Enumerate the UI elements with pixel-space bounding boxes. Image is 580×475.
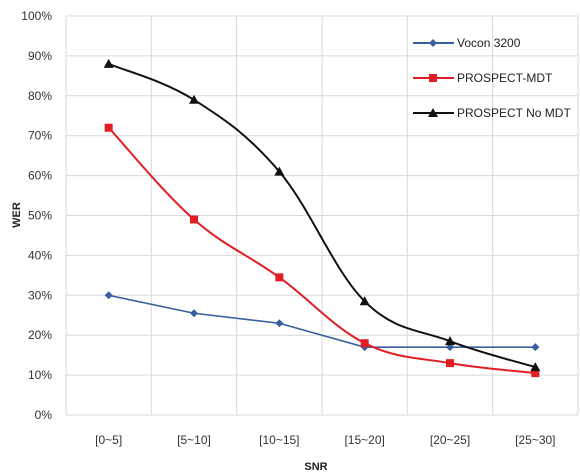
y-tick-label: 50%: [28, 209, 52, 223]
x-tick-label: [15~20]: [344, 433, 384, 447]
y-axis-title: WER: [11, 202, 23, 228]
legend-marker-prospect-no-mdt: [428, 108, 438, 117]
data-point-prospect-mdt: [446, 359, 454, 368]
series-lines: [103, 58, 541, 378]
series-prospect-no-mdt: [103, 58, 541, 372]
y-tick-label: 100%: [21, 9, 52, 23]
gridlines: [65, 15, 579, 416]
legend-marker-vocon-3200: [429, 39, 437, 47]
data-point-prospect-no-mdt: [274, 166, 285, 176]
x-tick-labels: [0~5] [5~10] [10~15] [15~20] [20~25] [25~30]: [95, 433, 555, 447]
y-tick-labels: 0% 10% 20% 30% 40% 50% 60% 70% 80% 90% 100%: [21, 9, 52, 422]
y-tick-label: 90%: [28, 49, 52, 63]
x-tick-label: [10~15]: [259, 433, 299, 447]
y-tick-label: 40%: [28, 248, 52, 262]
data-point-prospect-no-mdt: [445, 336, 455, 346]
x-tick-label: [20~25]: [430, 433, 470, 447]
legend-marker-prospect-mdt: [429, 74, 437, 82]
x-tick-label: [25~30]: [515, 433, 555, 447]
data-point-prospect-no-mdt: [103, 58, 114, 68]
y-tick-label: 60%: [28, 169, 52, 183]
y-tick-label: 0%: [35, 408, 53, 422]
x-axis-title: SNR: [304, 461, 327, 473]
x-tick-label: [5~10]: [177, 433, 211, 447]
data-point-vocon-3200: [104, 291, 113, 300]
legend-label-prospect-mdt: PROSPECT-MDT: [457, 71, 553, 85]
legend-label-prospect-no-mdt: PROSPECT No MDT: [457, 106, 571, 120]
data-point-prospect-no-mdt: [189, 94, 199, 104]
y-tick-label: 10%: [28, 368, 52, 382]
legend: Vocon 3200 PROSPECT-MDT PROSPECT No MDT: [413, 36, 571, 120]
data-point-prospect-mdt: [531, 369, 540, 378]
data-point-vocon-3200: [190, 309, 198, 318]
data-point-vocon-3200: [275, 319, 284, 328]
data-point-prospect-mdt: [190, 215, 198, 224]
data-point-prospect-mdt: [104, 123, 113, 132]
series-prospect-mdt: [104, 123, 540, 378]
data-point-prospect-mdt: [275, 273, 284, 282]
y-tick-label: 30%: [28, 288, 52, 302]
legend-label-vocon-3200: Vocon 3200: [457, 36, 521, 50]
data-point-prospect-no-mdt: [359, 296, 370, 306]
x-tick-label: [0~5]: [95, 433, 122, 447]
data-point-prospect-mdt: [360, 339, 369, 348]
y-tick-label: 20%: [28, 328, 52, 342]
data-point-prospect-no-mdt: [530, 362, 541, 372]
y-tick-label: 80%: [28, 89, 52, 103]
data-point-vocon-3200: [531, 343, 540, 352]
y-tick-label: 70%: [28, 129, 52, 143]
